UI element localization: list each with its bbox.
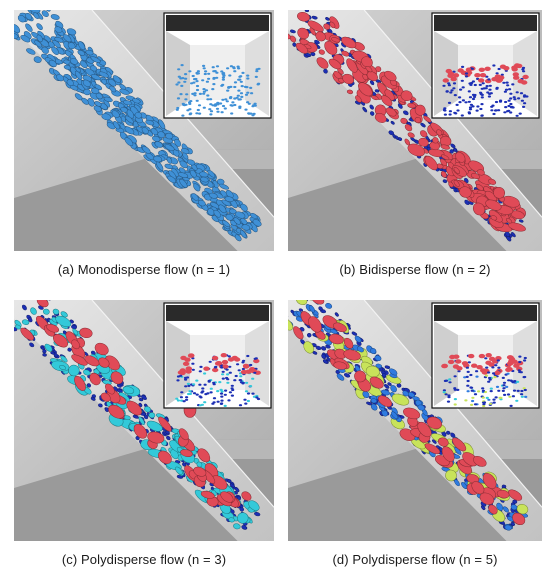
flow-scene: [288, 10, 542, 251]
particle-cloud: [288, 300, 529, 531]
panel-polydisperse-5-image: [288, 300, 542, 541]
caption-monodisperse: (a) Monodisperse flow (n = 1): [57, 262, 231, 277]
caption-polydisperse-3: (c) Polydisperse flow (n = 3): [61, 552, 227, 567]
panel-polydisperse-3-image: [14, 300, 274, 541]
particle-cloud: [14, 10, 262, 242]
caption-bidisperse: (b) Bidisperse flow (n = 2): [339, 262, 491, 277]
panel-bidisperse-image: [288, 10, 542, 251]
flow-scene: [288, 300, 542, 541]
inset-box-view: [431, 302, 540, 409]
panel-monodisperse-image: [14, 10, 274, 251]
inset-box-view: [163, 302, 272, 409]
inset-box-view: [163, 12, 272, 119]
flow-scene: [14, 10, 274, 251]
particle-cloud: [288, 10, 526, 242]
inset-box-view: [431, 12, 540, 119]
flow-scene: [14, 300, 274, 541]
caption-polydisperse-5: (d) Polydisperse flow (n = 5): [332, 552, 498, 567]
particle-cloud: [14, 300, 261, 530]
